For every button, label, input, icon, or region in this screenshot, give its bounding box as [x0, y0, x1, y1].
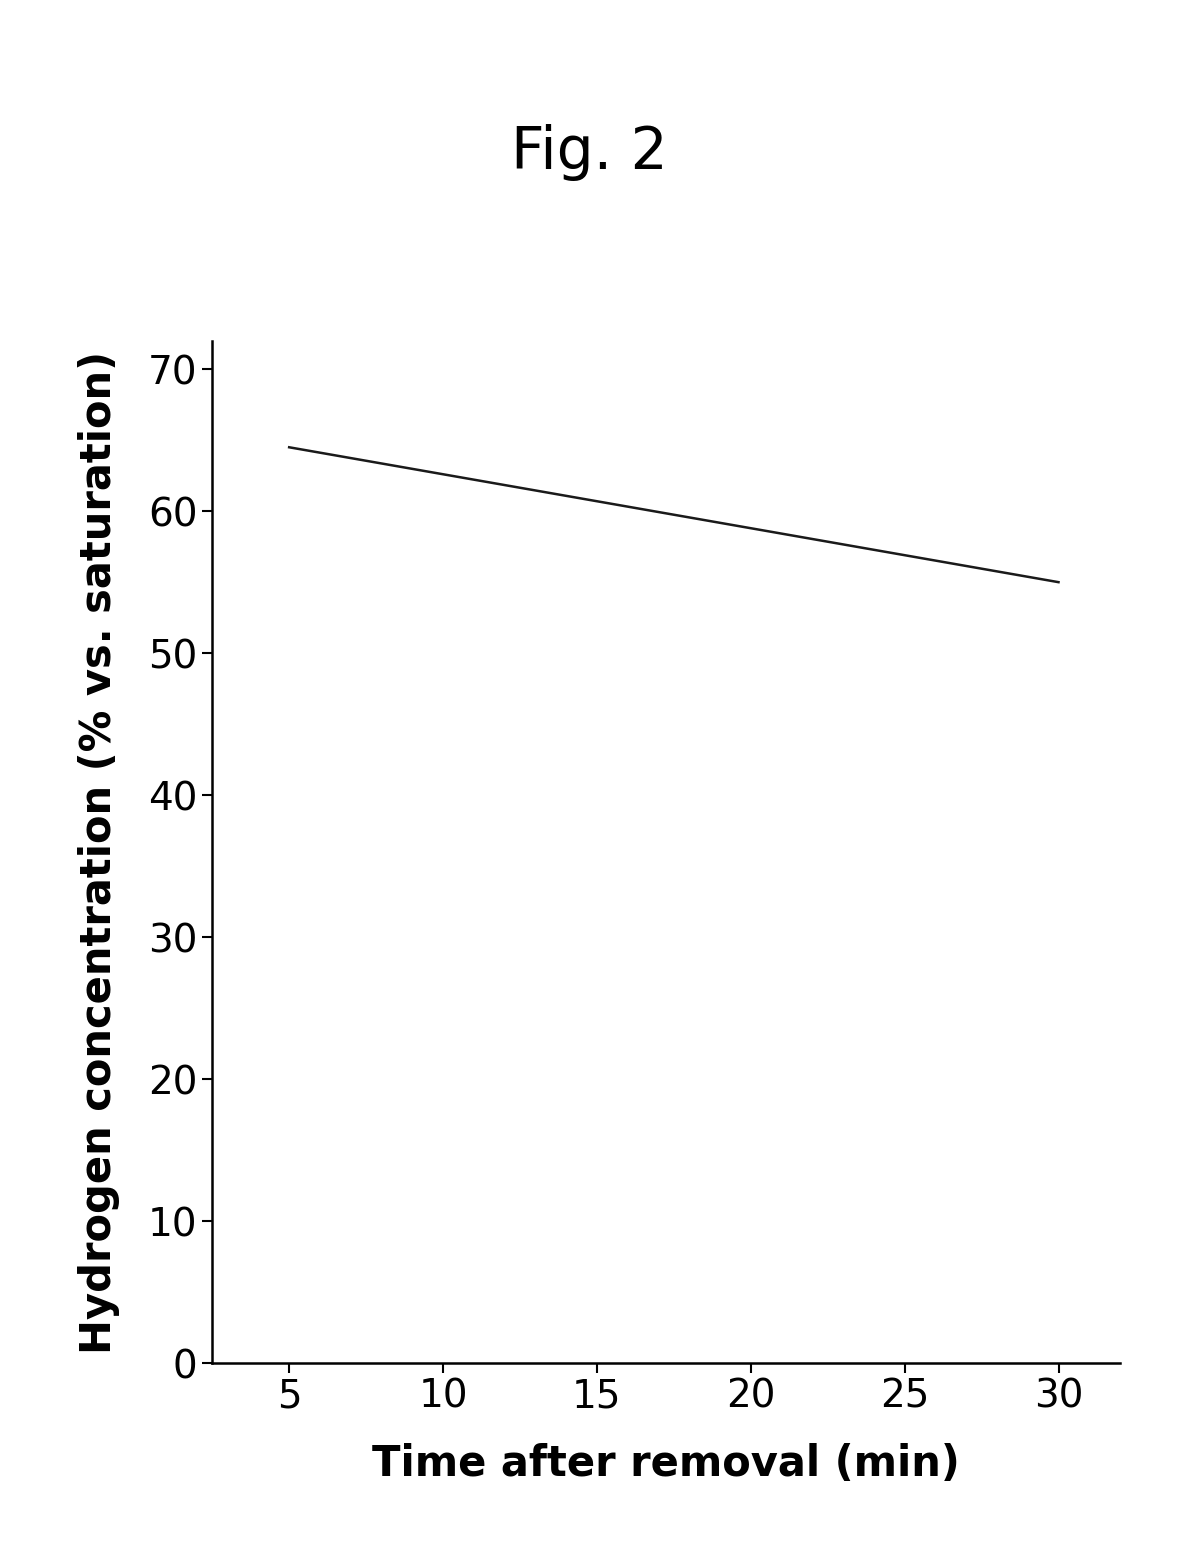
Y-axis label: Hydrogen concentration (% vs. saturation): Hydrogen concentration (% vs. saturation…	[78, 350, 120, 1354]
Text: Fig. 2: Fig. 2	[512, 124, 667, 181]
X-axis label: Time after removal (min): Time after removal (min)	[373, 1444, 960, 1485]
